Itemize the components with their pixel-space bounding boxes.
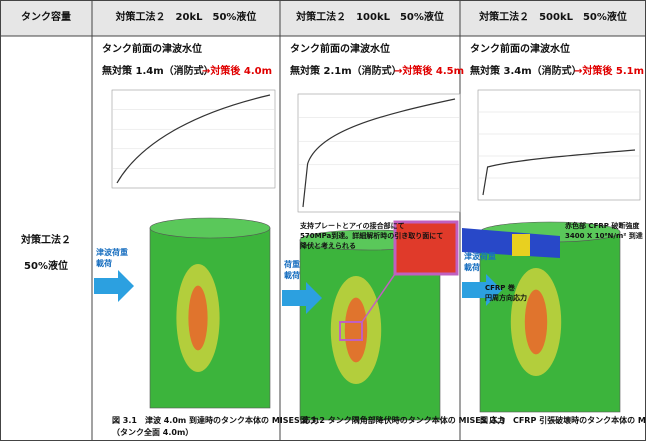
load-label: 載荷 [464, 263, 480, 273]
after-level: →対策後 4.5m [394, 66, 464, 79]
caption: 図 3.2 タンク隅角部降伏時のタンク本体の MISES 応力 [300, 416, 505, 426]
callout: 3400 X 10⁶N/m² 到達 [565, 232, 643, 241]
before-level: 無対策 3.4m（消防式） [470, 66, 582, 79]
load-label: 津波荷重 [96, 248, 128, 258]
callout: 降伏と考えられる [300, 242, 356, 251]
callout: 支持プレートとアイの接合部にて [300, 222, 405, 231]
header-cell: 対策工法２ 500kL 50%液位 [460, 12, 646, 25]
stress-zone [525, 290, 547, 355]
header-cell: 対策工法２ 100kL 50%液位 [280, 12, 460, 25]
after-level: →対策後 4.0m [202, 66, 272, 79]
chart-frame [478, 90, 640, 200]
stress-zone [345, 298, 367, 363]
caption: 図 3.3 CFRP 引張破壊時のタンク本体の MISES 応力 [480, 416, 646, 426]
chart-frame [112, 90, 275, 188]
callout: 赤色部 CFRP 破断強度 [565, 222, 639, 231]
caption: 図 3.1 津波 4.0m 到達時のタンク本体の MISES 応力 [112, 416, 319, 426]
load-label: 載荷 [284, 271, 300, 281]
callout: 円周方向応力 [485, 294, 527, 303]
chart-frame [298, 94, 460, 212]
callout: 570MPa到達。詳細解析時の引き取り面にて [300, 232, 443, 241]
load-label: 載荷 [96, 259, 112, 269]
header-cell: タンク容量 [0, 12, 92, 25]
before-level: 無対策 1.4m（消防式） [102, 66, 214, 79]
load-label: 荷重 [284, 260, 300, 270]
after-level: →対策後 5.1m [574, 66, 644, 79]
page: タンク容量対策工法２ 20kL 50%液位対策工法２ 100kL 50%液位対策… [0, 0, 646, 441]
row-label: 50%液位 [0, 261, 92, 274]
load-label: 津波荷重 [464, 252, 496, 262]
header-cell: 対策工法２ 20kL 50%液位 [92, 12, 280, 25]
heading: タンク前面の津波水位 [290, 44, 390, 57]
heading: タンク前面の津波水位 [102, 44, 202, 57]
load-arrow [94, 270, 134, 302]
row-label: 対策工法２ [0, 235, 92, 248]
callout: CFRP 巻 [485, 284, 515, 293]
before-level: 無対策 2.1m（消防式） [290, 66, 402, 79]
cfrp-hot [512, 234, 530, 256]
stress-zone [188, 286, 207, 351]
heading: タンク前面の津波水位 [470, 44, 570, 57]
tank-top [150, 218, 270, 238]
caption: （タンク全面 4.0m） [112, 428, 193, 438]
